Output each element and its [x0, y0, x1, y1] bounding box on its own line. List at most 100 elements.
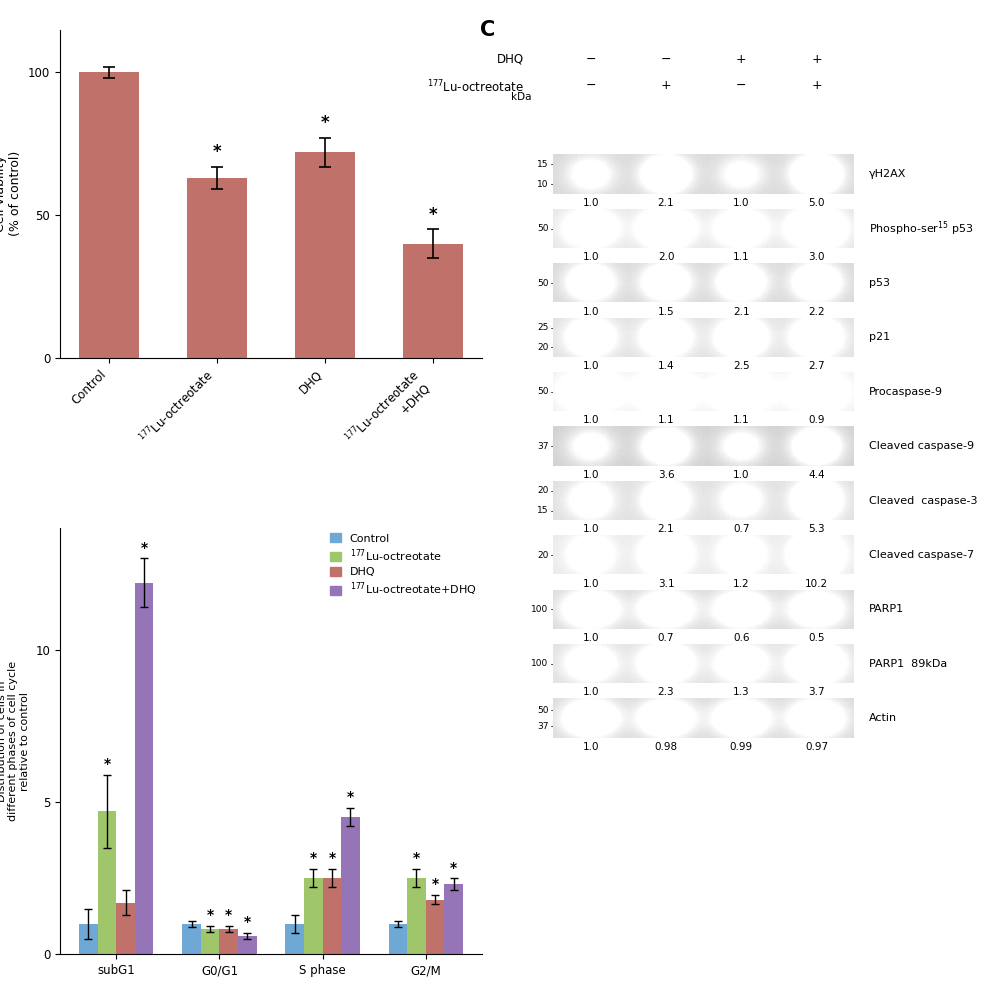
Bar	[444, 885, 463, 954]
Text: 1.0: 1.0	[733, 198, 750, 208]
Legend: Control, $^{177}$Lu-octreotate, DHQ, $^{177}$Lu-octreotate+DHQ: Control, $^{177}$Lu-octreotate, DHQ, $^{…	[330, 533, 476, 598]
Text: 10.2: 10.2	[805, 579, 828, 588]
Text: PARP1  89kDa: PARP1 89kDa	[869, 659, 947, 669]
Bar	[238, 936, 257, 954]
Text: 5.3: 5.3	[808, 524, 825, 534]
Text: −: −	[586, 79, 596, 92]
Text: Procaspase-9: Procaspase-9	[869, 387, 943, 397]
Text: 0.6: 0.6	[733, 633, 750, 643]
Text: 1.0: 1.0	[583, 633, 599, 643]
Text: 2.1: 2.1	[658, 524, 674, 534]
Text: 20: 20	[537, 486, 548, 495]
Bar	[79, 73, 139, 358]
Text: PARP1: PARP1	[869, 604, 904, 614]
Text: p21: p21	[869, 333, 890, 342]
Text: 1.1: 1.1	[733, 415, 750, 425]
Text: 100: 100	[531, 605, 548, 614]
Text: 0.7: 0.7	[658, 633, 674, 643]
Text: 2.1: 2.1	[658, 198, 674, 208]
Text: 1.0: 1.0	[583, 198, 599, 208]
Y-axis label: Cell viability
(% of control): Cell viability (% of control)	[0, 151, 22, 236]
Bar	[219, 929, 238, 954]
Text: *: *	[413, 851, 420, 866]
Bar	[135, 583, 153, 954]
Text: Phospho-ser$^{15}$ p53: Phospho-ser$^{15}$ p53	[869, 219, 973, 238]
Text: 0.99: 0.99	[730, 742, 753, 752]
Text: 15: 15	[537, 506, 548, 515]
Text: +: +	[661, 79, 671, 92]
Text: +: +	[811, 52, 822, 66]
Bar	[295, 153, 355, 358]
Text: 50: 50	[537, 706, 548, 714]
Bar	[98, 811, 116, 954]
Text: *: *	[321, 114, 329, 132]
Text: −: −	[586, 52, 596, 66]
Text: 0.5: 0.5	[808, 633, 825, 643]
Bar	[389, 924, 407, 954]
Text: 3.7: 3.7	[808, 688, 825, 698]
Text: 100: 100	[531, 659, 548, 668]
Text: 1.4: 1.4	[658, 361, 674, 371]
Text: *: *	[244, 915, 251, 930]
Bar	[182, 924, 201, 954]
Text: 1.0: 1.0	[583, 415, 599, 425]
Text: 3.0: 3.0	[808, 252, 825, 262]
Text: *: *	[141, 540, 148, 555]
Text: *: *	[450, 861, 457, 875]
Text: 4.4: 4.4	[808, 469, 825, 480]
Text: 10: 10	[537, 180, 548, 189]
Text: 1.1: 1.1	[733, 252, 750, 262]
Text: 3.6: 3.6	[658, 469, 674, 480]
Text: 20: 20	[537, 550, 548, 560]
Bar	[201, 929, 219, 954]
Text: 20: 20	[537, 342, 548, 352]
Text: kDa: kDa	[511, 92, 532, 102]
Text: 3.1: 3.1	[658, 579, 674, 588]
Text: 37: 37	[537, 721, 548, 731]
Text: 1.0: 1.0	[583, 688, 599, 698]
Text: 37: 37	[537, 442, 548, 451]
Text: 1.0: 1.0	[583, 306, 599, 317]
Text: 2.5: 2.5	[733, 361, 750, 371]
Bar	[323, 879, 341, 954]
Text: 1.3: 1.3	[733, 688, 750, 698]
Text: 25: 25	[537, 323, 548, 332]
Text: *: *	[225, 908, 232, 922]
Text: 1.0: 1.0	[583, 742, 599, 752]
Text: $^{177}$Lu-octreotate: $^{177}$Lu-octreotate	[427, 79, 524, 95]
Text: 0.9: 0.9	[808, 415, 825, 425]
Text: Cleaved  caspase-3: Cleaved caspase-3	[869, 496, 977, 506]
Text: 15: 15	[537, 159, 548, 169]
Text: 1.0: 1.0	[583, 524, 599, 534]
Text: 50: 50	[537, 278, 548, 287]
Text: 2.1: 2.1	[733, 306, 750, 317]
Text: 1.0: 1.0	[733, 469, 750, 480]
Bar	[304, 879, 323, 954]
Text: −: −	[661, 52, 671, 66]
Text: *: *	[310, 851, 317, 866]
Text: +: +	[811, 79, 822, 92]
Text: 1.0: 1.0	[583, 579, 599, 588]
Text: 2.0: 2.0	[658, 252, 674, 262]
Text: *: *	[347, 790, 354, 805]
Bar	[403, 244, 463, 358]
Text: 1.1: 1.1	[658, 415, 674, 425]
Text: 5.0: 5.0	[808, 198, 825, 208]
Text: 50: 50	[537, 388, 548, 397]
Text: 1.0: 1.0	[583, 252, 599, 262]
Text: DHQ: DHQ	[497, 52, 524, 66]
Text: *: *	[328, 851, 335, 866]
Text: *: *	[213, 143, 221, 160]
Text: 1.2: 1.2	[733, 579, 750, 588]
Text: Cleaved caspase-9: Cleaved caspase-9	[869, 441, 974, 452]
Text: 1.5: 1.5	[658, 306, 674, 317]
Text: *: *	[431, 878, 439, 892]
Text: −: −	[736, 79, 747, 92]
Bar	[426, 899, 444, 954]
Text: *: *	[207, 908, 214, 922]
Text: 2.7: 2.7	[808, 361, 825, 371]
Text: 50: 50	[537, 224, 548, 233]
Text: C: C	[480, 21, 496, 40]
Text: 0.97: 0.97	[805, 742, 828, 752]
Bar	[187, 178, 247, 358]
